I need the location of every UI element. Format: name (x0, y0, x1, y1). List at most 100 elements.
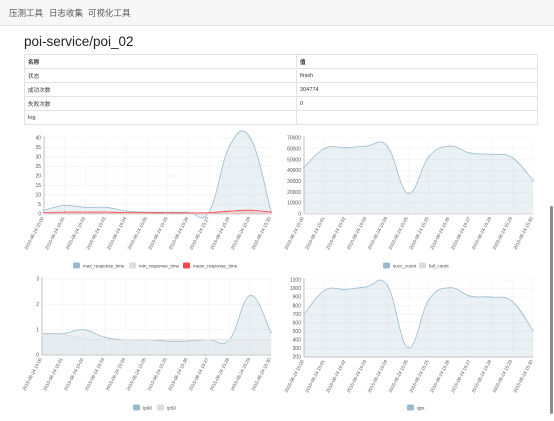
data-point (42, 211, 46, 214)
nav-item-log-collection[interactable]: 日志收集 (49, 9, 84, 19)
y-tick-label: 1000 (290, 286, 301, 292)
nav-item-visualization[interactable]: 可视化工具 (88, 9, 131, 19)
data-point (427, 212, 431, 216)
y-tick-label: 0 (298, 212, 301, 218)
x-tick-label: 2015-06-24 15:30 (250, 216, 272, 251)
x-tick-label: 2015-06-24 15:03 (346, 359, 368, 394)
data-point (469, 295, 472, 298)
x-tick-label: 2015-06-24 15:25 (408, 216, 430, 251)
series-line-tp90 (41, 295, 272, 345)
legend-label: succ_count (393, 264, 417, 269)
x-tick-label: 2015-06-24 15:27 (450, 216, 472, 251)
x-tick-label: 2015-06-24 15:26 (167, 357, 189, 392)
data-point (302, 212, 306, 216)
y-tick-label: 20 (35, 174, 41, 180)
data-point (490, 212, 493, 216)
legend-label: qps (417, 406, 425, 411)
data-point (365, 285, 368, 288)
y-tick-label: 60000 (287, 146, 301, 152)
y-tick-label: 30000 (287, 179, 301, 185)
y-tick-label: 50000 (287, 157, 301, 163)
data-point (228, 209, 231, 213)
series-area-tp90 (42, 295, 271, 355)
data-point (146, 211, 149, 214)
legend-label: tp50 (167, 406, 176, 411)
y-tick-label: 600 (293, 320, 302, 326)
data-point (103, 338, 106, 341)
data-point (511, 212, 514, 216)
x-tick-label: 2015-06-24 15:01 (42, 357, 64, 392)
data-point (103, 336, 106, 339)
x-tick-label: 2015-06-24 15:26 (429, 216, 451, 251)
legend-swatch (383, 262, 390, 269)
data-point (344, 288, 347, 291)
data-point (427, 298, 431, 301)
data-point (207, 211, 211, 214)
data-point (63, 210, 66, 214)
data-point (386, 144, 389, 148)
row-value (296, 110, 538, 125)
data-point (490, 295, 493, 299)
y-tick-label: 10 (35, 193, 41, 199)
data-point (186, 338, 189, 341)
x-tick-label: 2015-06-24 15:30 (512, 359, 534, 394)
data-point (104, 210, 108, 214)
x-tick-label: 2015-06-24 15:29 (230, 216, 252, 251)
x-tick-label: 2015-06-24 15:26 (429, 359, 451, 394)
x-tick-label: 2015-06-24 15:30 (512, 216, 534, 251)
data-point (42, 209, 46, 212)
x-tick-label: 2015-06-24 15:29 (230, 357, 252, 392)
y-tick-label: 70000 (287, 136, 301, 142)
x-tick-label: 2015-06-24 15:04 (106, 216, 128, 251)
data-point (302, 166, 306, 169)
data-point (511, 300, 514, 303)
series-line-qps (303, 279, 534, 348)
data-point (166, 211, 169, 215)
data-point (531, 179, 535, 182)
y-tick-label: 30 (35, 155, 41, 161)
y-tick-label: 35 (35, 145, 41, 151)
legend-label: mean_response_time (193, 264, 238, 269)
data-point (302, 313, 306, 316)
data-point (323, 212, 326, 216)
scrollbar[interactable] (550, 206, 553, 414)
x-tick-label: 2015-06-24 15:02 (63, 357, 85, 392)
x-tick-label: 2015-06-24 15:02 (325, 359, 347, 394)
legend-swatch (157, 404, 164, 411)
data-point (228, 212, 231, 216)
data-point (61, 333, 64, 336)
series-area-max_response_time (44, 130, 271, 219)
x-tick-label: 2015-06-24 15:27 (189, 216, 211, 251)
x-tick-label: 2015-06-24 15:05 (388, 216, 410, 251)
data-point (386, 283, 389, 287)
data-point (448, 144, 451, 148)
x-tick-label: 2015-06-24 15:27 (450, 359, 472, 394)
x-tick-label: 2015-06-24 15:05 (126, 357, 148, 392)
x-tick-label: 2015-06-24 15:28 (471, 359, 493, 394)
legend-swatch (183, 262, 190, 269)
data-point (344, 212, 347, 216)
nav-item-load-test[interactable]: 压测工具 (9, 9, 44, 19)
data-point (448, 286, 451, 289)
legend-swatch (133, 404, 140, 411)
data-point (144, 338, 148, 341)
legend-swatch (129, 262, 136, 269)
y-tick-label: 5 (38, 202, 41, 208)
x-tick-label: 2015-06-24 15:28 (209, 357, 231, 392)
data-point (249, 136, 252, 140)
y-tick-label: 400 (293, 337, 302, 343)
x-tick-label: 2015-06-24 15:28 (471, 216, 493, 251)
y-tick-label: 0 (38, 212, 41, 218)
x-tick-label: 2015-06-24 15:04 (105, 357, 127, 392)
x-tick-label: 2015-06-24 15:01 (44, 216, 66, 251)
data-point (249, 212, 252, 216)
x-tick-label: 2015-06-24 15:30 (250, 357, 272, 392)
data-point (269, 210, 273, 214)
x-tick-label: 2015-06-24 15:26 (168, 216, 190, 251)
legend-label: max_response_time (83, 264, 125, 269)
x-tick-label: 2015-06-24 15:03 (84, 357, 106, 392)
y-tick-label: 800 (293, 303, 302, 309)
x-tick-label: 2015-06-24 15:25 (408, 359, 430, 394)
